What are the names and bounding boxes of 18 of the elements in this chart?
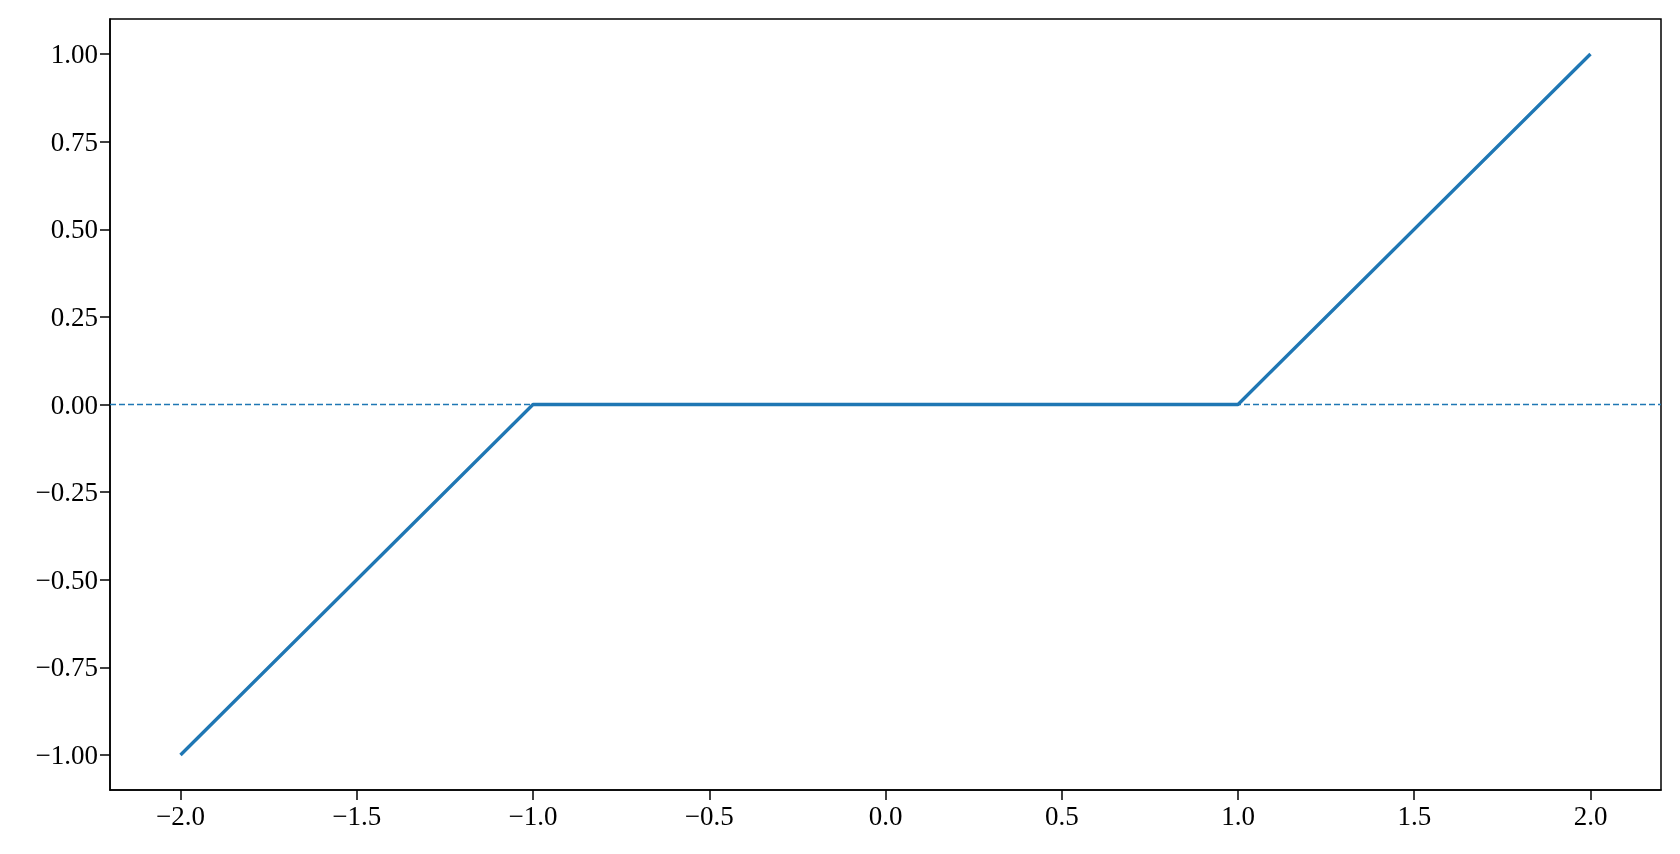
x-tick-label: 0.5 bbox=[1044, 800, 1079, 831]
y-tick-label: −0.25 bbox=[35, 477, 98, 508]
y-tick-label: 1.00 bbox=[50, 39, 98, 70]
x-tick-label: 2.0 bbox=[1573, 800, 1608, 831]
x-tick-label: 1.5 bbox=[1397, 800, 1432, 831]
y-tick-label: −0.50 bbox=[35, 564, 98, 595]
y-tick-label: 0.00 bbox=[50, 389, 98, 420]
y-tick-label: −0.75 bbox=[35, 652, 98, 683]
y-tick-label: 0.50 bbox=[50, 214, 98, 245]
y-tick-label: −1.00 bbox=[35, 739, 98, 770]
x-tick-label: 1.0 bbox=[1221, 800, 1255, 831]
x-tick-label: −2.0 bbox=[156, 800, 205, 831]
y-tick-label: 0.75 bbox=[50, 126, 98, 157]
x-tick-label: −1.5 bbox=[332, 800, 382, 831]
x-tick-label: 0.0 bbox=[868, 800, 903, 831]
y-tick-label: 0.25 bbox=[50, 301, 98, 332]
x-tick-label: −0.5 bbox=[684, 800, 734, 831]
x-tick-label: −1.0 bbox=[508, 800, 558, 831]
